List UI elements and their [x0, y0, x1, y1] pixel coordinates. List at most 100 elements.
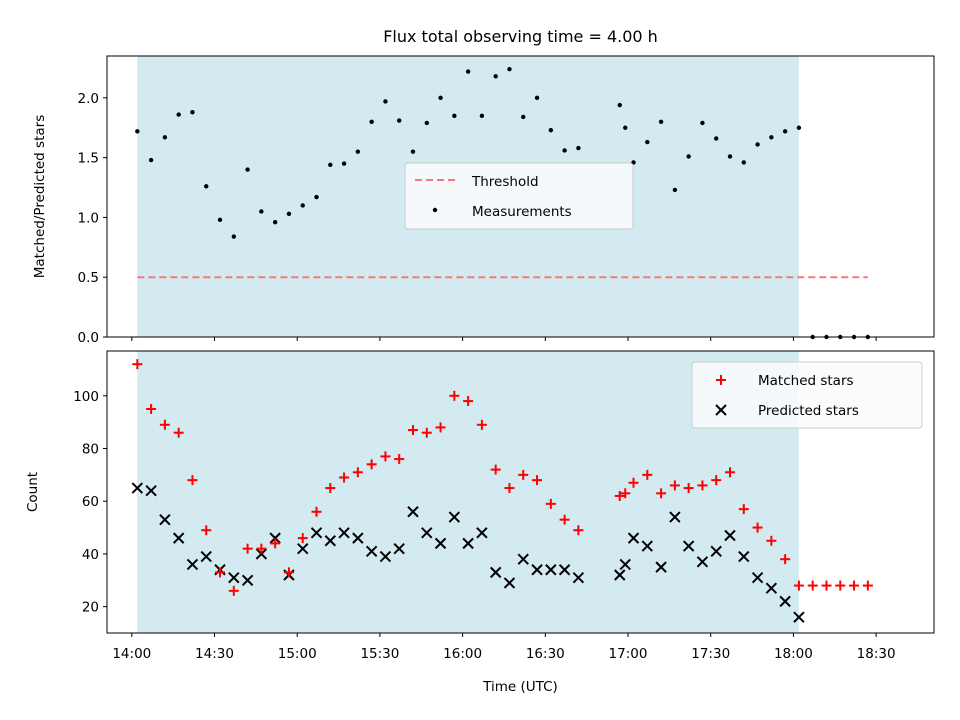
ratio-legend: Threshold Measurements [404, 162, 634, 230]
predicted-star-point [724, 529, 736, 542]
x-axis-label: Time (UTC) [482, 679, 558, 695]
y-tick-label: 1.5 [78, 151, 99, 167]
predicted-star-point [310, 527, 323, 539]
matched-star-point [421, 427, 432, 438]
matched-star-point [849, 580, 860, 591]
predicted-star-point [255, 548, 268, 560]
predicted-star-point [558, 564, 571, 576]
y-tick-label: 100 [73, 389, 99, 405]
measurement-point [231, 234, 237, 239]
ratio-panel: 0.0 0.5 1.0 1.5 2.0 Flux total observing tim… [32, 27, 935, 346]
predicted-star-point [476, 527, 488, 539]
measurement-point [272, 220, 278, 225]
count-legend: Matched stars Predicted stars [691, 361, 923, 429]
matched-star-point [862, 580, 873, 591]
measurement-point [534, 95, 540, 101]
measurement-point [769, 135, 774, 140]
measurement-point [548, 127, 554, 133]
predicted-star-point [517, 553, 529, 565]
predicted-star-point [379, 550, 392, 563]
matched-star-point [669, 480, 680, 491]
measurement-point [576, 145, 581, 151]
x-tick-label: 14:30 [195, 646, 234, 662]
y-tick-label: 1.0 [78, 210, 99, 226]
predicted-star-point [448, 511, 461, 523]
matched-star-point [642, 469, 653, 480]
predicted-star-point [751, 571, 764, 584]
y-tick-label: 40 [82, 547, 99, 563]
y-tick-label: 60 [82, 494, 99, 510]
predicted-star-point [297, 542, 309, 555]
matched-star-point [620, 488, 631, 499]
count-plot-frame [106, 350, 935, 634]
matched-star-point [463, 396, 474, 407]
measurement-point [452, 113, 457, 118]
matched-star-point [793, 580, 804, 591]
measurement-point [741, 160, 746, 165]
x-tick-label: 17:30 [691, 646, 730, 662]
measurement-point [300, 203, 305, 208]
y-tick-label: 20 [82, 600, 99, 616]
measurement-point [479, 113, 485, 118]
predicted-star-point [421, 527, 433, 539]
measurement-point [521, 114, 526, 120]
predicted-star-point [352, 532, 364, 544]
matched-star-point [656, 488, 667, 499]
measurement-point [507, 66, 512, 72]
y-tick-label: 0.5 [78, 270, 99, 286]
measurement-point [397, 118, 402, 123]
measurement-point [135, 129, 140, 134]
matched-star-point [256, 543, 267, 554]
matched-star-point [366, 459, 377, 470]
predicted-star-point [434, 537, 447, 550]
predicted-star-point [172, 532, 185, 544]
matched-star-point [766, 535, 777, 546]
measurement-point [755, 142, 760, 147]
matched-star-point [435, 422, 446, 433]
measurement-point [204, 184, 209, 189]
measurement-point [217, 217, 223, 223]
predicted-star-point [407, 506, 419, 518]
matched-star-point [407, 425, 418, 436]
predicted-star-point [793, 611, 805, 623]
measurement-point [714, 136, 719, 141]
measurement-point [424, 120, 429, 126]
measurement-point [686, 154, 691, 159]
matched-star-point [683, 483, 694, 494]
matched-star-point [187, 475, 198, 486]
x-tick-label: 15:00 [278, 646, 317, 662]
measurement-point [658, 119, 664, 124]
measurement-point [341, 161, 347, 166]
measurement-point [176, 112, 181, 117]
matched-star-point [738, 504, 749, 515]
measurement-point [328, 162, 333, 168]
predicted-star-point [324, 535, 336, 547]
matched-star-point [352, 467, 363, 478]
measurement-point [286, 211, 292, 217]
measurement-point [190, 110, 195, 115]
x-tick-label: 14:00 [112, 646, 151, 662]
ratio-legend-box [404, 162, 634, 230]
predicted-star-point [241, 574, 254, 586]
matched-star-point [215, 567, 226, 578]
chart-title: Flux total observing time = 4.00 h [383, 27, 658, 46]
matched-star-point [518, 469, 529, 480]
predicted-star-point [200, 550, 212, 563]
measurement-point [314, 194, 319, 200]
legend-x-mark [715, 404, 727, 416]
predicted-star-point [186, 558, 199, 571]
predicted-star-point [641, 540, 654, 552]
predicted-star-point [159, 513, 171, 526]
matched-star-point [132, 359, 143, 370]
predicted-star-point [545, 564, 557, 576]
measurement-point [623, 125, 628, 130]
matched-star-point [394, 454, 405, 465]
predicted-star-point [765, 582, 778, 594]
predicted-star-point [489, 566, 502, 579]
predicted-star-point [531, 564, 543, 576]
predicted-star-point [669, 511, 681, 523]
predicted-star-point [228, 571, 240, 584]
matched-star-point [159, 419, 170, 430]
measurement-point [617, 102, 622, 108]
x-tick-label: 18:00 [774, 646, 813, 662]
